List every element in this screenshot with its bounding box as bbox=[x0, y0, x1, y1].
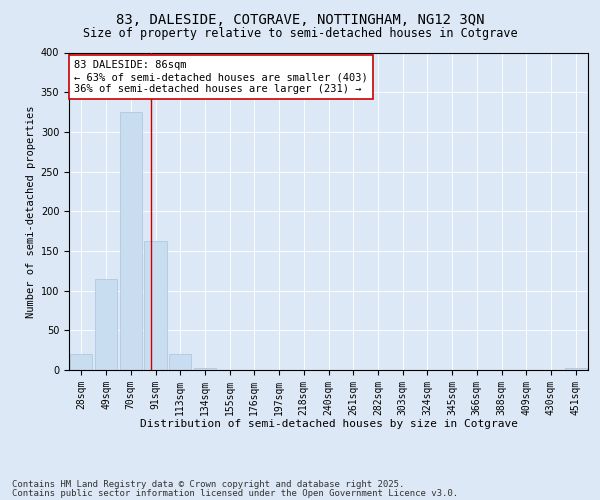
Y-axis label: Number of semi-detached properties: Number of semi-detached properties bbox=[26, 105, 37, 318]
Text: Size of property relative to semi-detached houses in Cotgrave: Size of property relative to semi-detach… bbox=[83, 28, 517, 40]
Text: Contains HM Land Registry data © Crown copyright and database right 2025.: Contains HM Land Registry data © Crown c… bbox=[12, 480, 404, 489]
Text: 83, DALESIDE, COTGRAVE, NOTTINGHAM, NG12 3QN: 83, DALESIDE, COTGRAVE, NOTTINGHAM, NG12… bbox=[116, 12, 484, 26]
Bar bbox=[95, 278, 117, 370]
Bar bbox=[119, 112, 142, 370]
Bar bbox=[169, 354, 191, 370]
Text: 83 DALESIDE: 86sqm
← 63% of semi-detached houses are smaller (403)
36% of semi-d: 83 DALESIDE: 86sqm ← 63% of semi-detache… bbox=[74, 60, 368, 94]
Bar bbox=[565, 368, 587, 370]
Bar bbox=[70, 354, 92, 370]
Bar bbox=[145, 240, 167, 370]
Bar bbox=[194, 368, 216, 370]
X-axis label: Distribution of semi-detached houses by size in Cotgrave: Distribution of semi-detached houses by … bbox=[139, 419, 517, 429]
Text: Contains public sector information licensed under the Open Government Licence v3: Contains public sector information licen… bbox=[12, 489, 458, 498]
